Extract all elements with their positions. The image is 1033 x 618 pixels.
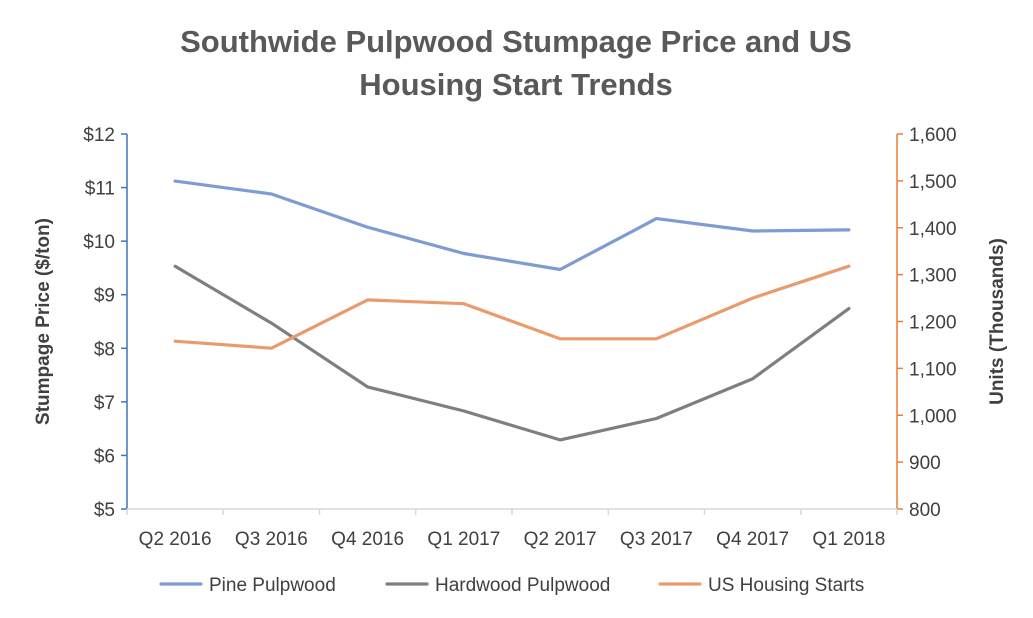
legend-label-us-housing-starts: US Housing Starts: [708, 575, 864, 596]
right-tick-label: 1,300: [909, 266, 957, 287]
x-tick-label: Q4 2016: [331, 529, 404, 550]
legend-label-hardwood-pulpwood: Hardwood Pulpwood: [435, 575, 610, 596]
left-tick-label: $10: [83, 232, 115, 253]
chart-title-line-2: Housing Start Trends: [359, 67, 672, 102]
legend: Pine Pulpwood Hardwood Pulpwood US Housing…: [159, 575, 864, 596]
right-axis-title: Units (Thousands): [987, 238, 1008, 405]
right-tick-label: 1,100: [909, 359, 957, 380]
left-tick-label: $7: [94, 393, 115, 414]
left-tick-label: $9: [94, 286, 115, 307]
series-group: [173, 179, 851, 442]
left-tick-label: $11: [85, 179, 115, 200]
x-tick-label: Q2 2017: [524, 529, 597, 550]
right-tick-label: 1,600: [909, 125, 957, 146]
right-tick-label: 1,500: [909, 172, 957, 193]
left-axis-title: Stumpage Price ($/ton): [33, 218, 54, 425]
x-tick-label: Q1 2017: [427, 529, 500, 550]
right-tick-label: 1,200: [909, 313, 957, 334]
chart-title-line-1: Southwide Pulpwood Stumpage Price and US: [180, 24, 852, 59]
left-tick-label: $6: [94, 446, 115, 467]
right-tick-label: 1,400: [909, 219, 957, 240]
x-tick-label: Q4 2017: [716, 529, 789, 550]
right-tick-label: 900: [909, 453, 941, 474]
x-tick-label: Q3 2016: [235, 529, 308, 550]
left-tick-label: $5: [94, 500, 115, 521]
series-line-pine-pulpwood: [173, 179, 851, 272]
legend-label-pine-pulpwood: Pine Pulpwood: [209, 575, 336, 596]
x-tick-label: Q3 2017: [620, 529, 693, 550]
x-tick-label: Q2 2016: [139, 529, 212, 550]
right-tick-label: 1,000: [909, 406, 957, 427]
axes-group: $5 $6 $7 $8 $9 $10 $11 $12 800 900 1,000 1,100 1,200…: [33, 125, 1008, 550]
series-line-hardwood-pulpwood: [173, 264, 851, 442]
x-tick-label: Q1 2018: [812, 529, 885, 550]
series-line-us-housing-starts: [173, 264, 851, 350]
right-tick-label: 800: [909, 500, 941, 521]
left-tick-label: $8: [94, 339, 115, 360]
left-tick-label: $12: [83, 125, 115, 146]
